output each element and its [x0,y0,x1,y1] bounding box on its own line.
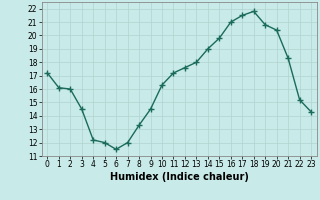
X-axis label: Humidex (Indice chaleur): Humidex (Indice chaleur) [110,172,249,182]
